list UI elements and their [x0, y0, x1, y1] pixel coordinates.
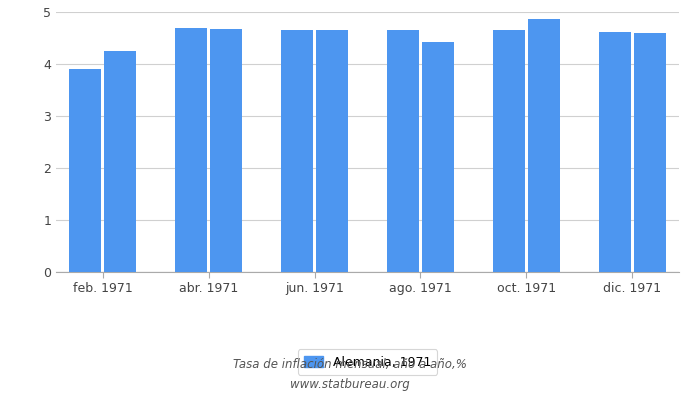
Bar — [528, 19, 560, 272]
Bar — [104, 51, 136, 272]
Bar — [209, 29, 242, 272]
Bar — [281, 30, 314, 272]
Legend: Alemania, 1971: Alemania, 1971 — [298, 350, 438, 375]
Text: Tasa de inflación mensual, año a año,%: Tasa de inflación mensual, año a año,% — [233, 358, 467, 371]
Bar — [387, 30, 419, 272]
Bar — [599, 32, 631, 272]
Bar — [634, 33, 666, 272]
Bar — [69, 69, 101, 272]
Bar — [175, 28, 207, 272]
Bar — [316, 30, 348, 272]
Text: www.statbureau.org: www.statbureau.org — [290, 378, 410, 391]
Bar — [493, 30, 526, 272]
Bar — [421, 42, 454, 272]
